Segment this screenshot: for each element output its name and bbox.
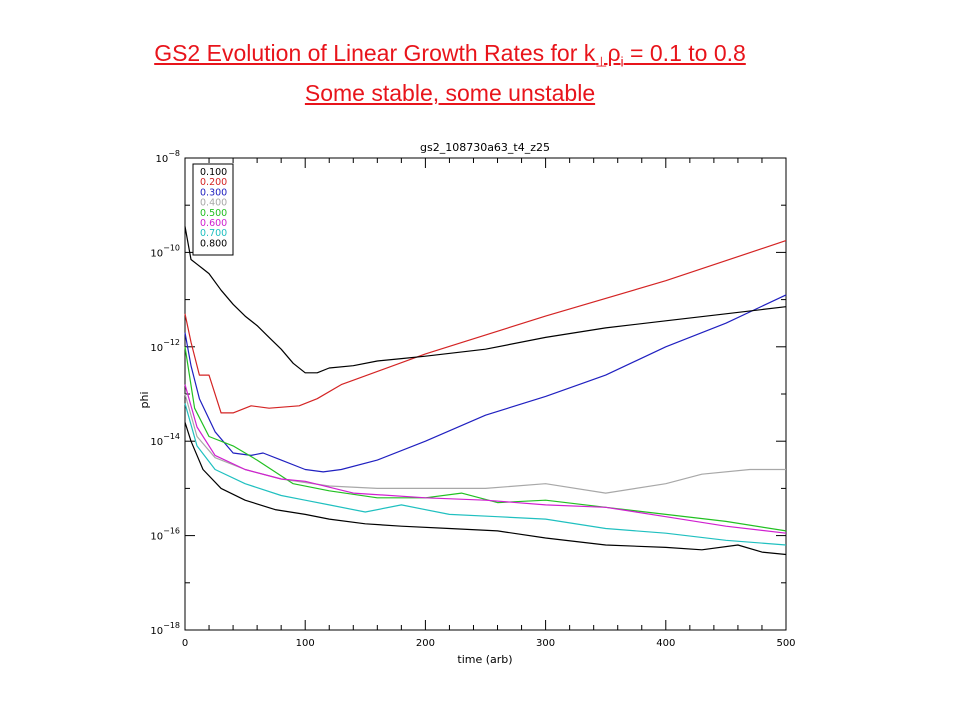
perp-symbol: ⊥ xyxy=(595,53,608,70)
y-tick-label: 10−14 xyxy=(150,432,180,448)
legend-entry: 0.600 xyxy=(200,218,227,229)
y-tick-label: 10−16 xyxy=(150,527,180,543)
plot-frame xyxy=(184,157,787,631)
x-tick-label: 100 xyxy=(296,638,315,649)
legend-entry: 0.100 xyxy=(200,167,227,178)
slide-subtitle: Some stable, some unstable xyxy=(304,80,596,106)
x-axis-label: time (arb) xyxy=(457,653,512,666)
axes: 0 100 200 300 400 500 10−8 10−10 10−12 10−14 10−16… xyxy=(150,149,795,649)
x-tick-label: 400 xyxy=(656,638,675,649)
legend-entry: 0.500 xyxy=(200,208,227,219)
series-lines xyxy=(184,226,787,556)
x-tick-label: 300 xyxy=(536,638,555,649)
legend-entry: 0.200 xyxy=(200,177,227,188)
ion-subscript: i xyxy=(620,53,624,70)
y-tick-label: 10−8 xyxy=(155,149,180,165)
legend-entry: 0.800 xyxy=(200,238,227,249)
series-line-0.100 xyxy=(184,422,787,556)
x-tick-label: 0 xyxy=(182,638,188,649)
y-tick-label: 10−10 xyxy=(150,243,180,259)
slide-title: GS2 Evolution of Linear Growth Rates for… xyxy=(0,39,900,76)
y-axis-label: phi xyxy=(138,391,151,408)
series-line-0.600 xyxy=(184,384,787,534)
series-line-0.400 xyxy=(184,393,786,494)
x-tick-label: 500 xyxy=(776,638,795,649)
series-line-0.200 xyxy=(184,240,787,414)
series-line-0.800 xyxy=(184,226,787,374)
slide-title-suffix: = 0.1 to 0.8 xyxy=(623,40,746,66)
rho-symbol: ρ xyxy=(607,40,621,66)
series-line-0.300 xyxy=(184,294,787,473)
series-line-0.700 xyxy=(184,403,787,546)
legend-entry: 0.700 xyxy=(200,228,227,239)
y-tick-label: 10−12 xyxy=(150,338,180,354)
slide-title-prefix: GS2 Evolution of Linear Growth Rates for… xyxy=(154,40,596,66)
y-tick-label: 10−18 xyxy=(150,621,180,637)
legend-entry: 0.300 xyxy=(200,187,227,198)
x-tick-label: 200 xyxy=(416,638,435,649)
series-line-0.500 xyxy=(184,346,787,532)
legend-entry: 0.400 xyxy=(200,198,227,209)
legend-box xyxy=(192,163,234,256)
chart-title: gs2_108730a63_t4_z25 xyxy=(420,141,550,154)
